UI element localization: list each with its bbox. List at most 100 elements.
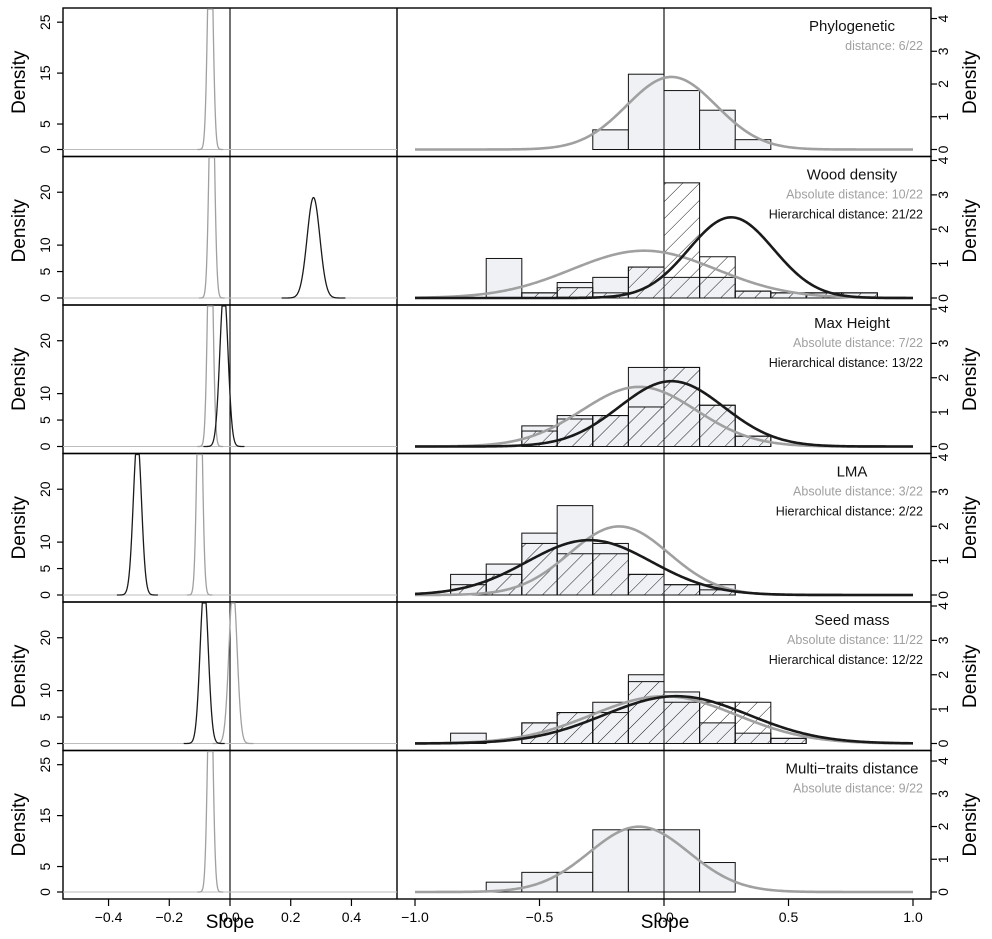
- hist-bar-hierarchical: [627, 573, 665, 596]
- hist-bar-absolute: [485, 257, 523, 299]
- right-y-tick-label: 1: [935, 557, 951, 565]
- right-y-tick-label: 2: [935, 225, 951, 233]
- right-y-axis-title: Density: [960, 793, 981, 857]
- left-y-tick-label: 10: [37, 237, 53, 253]
- left-y-tick-label: 10: [37, 386, 53, 402]
- right-y-tick-label: 2: [935, 822, 951, 830]
- hist-bar-hierarchical: [663, 701, 701, 744]
- panel-frame: [62, 304, 932, 455]
- left-y-tick-label: 10: [37, 534, 53, 550]
- legend-absolute: Absolute distance: 3/22: [793, 485, 923, 499]
- legend-absolute: Absolute distance: 7/22: [793, 336, 923, 350]
- hist-bar-hierarchical: [627, 406, 665, 447]
- left-y-tick-label: 5: [37, 862, 53, 870]
- left-y-tick-label: 25: [37, 14, 53, 30]
- panel-0: 0 5 15 25 Density 0 1 2 3 4 Density Phylogenetic dis…: [9, 7, 981, 158]
- hist-bar-absolute: [699, 109, 736, 150]
- panel-3: 0 5 10 20 Density 0 1 2 3 4 Density LMA Absolute dis…: [9, 452, 981, 603]
- left-density-absolute: [186, 453, 213, 596]
- left-density-hierarchical: [203, 305, 245, 448]
- legend-absolute: Absolute distance: 9/22: [793, 782, 923, 796]
- right-y-tick-label: 3: [935, 790, 951, 798]
- left-y-tick-label: 5: [37, 416, 53, 424]
- right-y-tick-label: 2: [935, 671, 951, 679]
- panel-4: 0 5 10 20 Density 0 1 2 3 4 Density Seed mass Absolu…: [9, 601, 981, 752]
- hist-bar-absolute: [663, 90, 701, 150]
- hist-bar-hierarchical: [734, 701, 772, 744]
- hist-bar-absolute: [663, 829, 701, 893]
- hist-bar-hierarchical: [663, 584, 701, 596]
- right-x-axis-title: Slope: [641, 912, 690, 933]
- right-x-tick-label: 1.0: [903, 909, 923, 925]
- legend-absolute: Absolute distance: 10/22: [786, 188, 923, 202]
- left-y-axis-title: Density: [9, 50, 30, 114]
- right-y-tick-label: 3: [935, 636, 951, 644]
- right-y-axis-title: Density: [960, 496, 981, 560]
- right-y-tick-label: 0: [935, 442, 951, 450]
- right-y-tick-label: 0: [935, 294, 951, 302]
- panel-title: Phylogenetic: [809, 18, 895, 35]
- right-y-tick-label: 3: [935, 191, 951, 199]
- right-density-hierarchical: [415, 379, 913, 448]
- right-y-axis-title: Density: [960, 50, 981, 114]
- hist-bar-hierarchical: [663, 182, 701, 299]
- right-density-absolute: [414, 249, 913, 300]
- left-density-absolute: [212, 602, 254, 745]
- right-y-tick-label: 0: [935, 739, 951, 747]
- left-y-tick-label: 25: [37, 757, 53, 773]
- left-y-axis-title: Density: [9, 793, 30, 857]
- right-density-hierarchical: [415, 694, 914, 745]
- hist-bar-hierarchical: [627, 681, 665, 744]
- panel-title: Seed mass: [814, 612, 889, 629]
- right-y-tick-label: 1: [935, 408, 951, 416]
- right-y-tick-label: 3: [935, 47, 951, 55]
- legend-hierarchical: Hierarchical distance: 12/22: [769, 653, 923, 667]
- panel-title: LMA: [837, 464, 868, 481]
- right-y-tick-label: 3: [935, 488, 951, 496]
- hist-bar-hierarchical: [521, 542, 558, 596]
- left-y-tick-label: 5: [37, 267, 53, 275]
- right-y-tick-label: 4: [935, 305, 951, 313]
- hist-bar-absolute: [699, 862, 736, 893]
- left-y-tick-label: 5: [37, 120, 53, 128]
- right-x-tick-label: −0.5: [526, 909, 554, 925]
- left-y-tick-label: 5: [37, 713, 53, 721]
- left-y-tick-label: 20: [37, 630, 53, 646]
- right-y-axis-title: Density: [960, 199, 981, 263]
- left-y-tick-label: 0: [37, 888, 53, 896]
- hist-bar-absolute: [627, 829, 665, 893]
- right-y-tick-label: 1: [935, 705, 951, 713]
- hist-bar-hierarchical: [734, 290, 772, 299]
- right-density-absolute: [415, 825, 913, 894]
- right-y-tick-label: 1: [935, 855, 951, 863]
- left-y-axis-title: Density: [9, 496, 30, 560]
- right-y-tick-label: 0: [935, 145, 951, 153]
- hist-bar-hierarchical: [770, 737, 807, 744]
- left-y-tick-label: 0: [37, 294, 53, 302]
- panel-2: 0 5 10 20 Density 0 1 2 3 4 Density Max Height Absol…: [9, 304, 981, 455]
- hist-bar-absolute: [627, 73, 665, 150]
- hist-bar-hierarchical: [592, 415, 629, 447]
- right-y-tick-label: 4: [935, 757, 951, 765]
- right-y-tick-label: 1: [935, 113, 951, 121]
- right-y-tick-label: 4: [935, 453, 951, 461]
- left-y-tick-label: 20: [37, 333, 53, 349]
- panel-5: 0 5 15 25 Density 0 1 2 3 4 Density Multi−traits di…: [9, 749, 981, 900]
- panel-1: 0 5 10 20 Density 0 1 2 3 4 Density Wood density Abs…: [9, 155, 981, 306]
- left-x-tick-label: 0.2: [281, 909, 301, 925]
- right-y-tick-label: 2: [935, 374, 951, 382]
- hist-bar-hierarchical: [592, 553, 629, 596]
- right-density-absolute: [415, 75, 913, 151]
- right-y-tick-label: 2: [935, 522, 951, 530]
- right-y-tick-label: 0: [935, 888, 951, 896]
- right-y-tick-label: 0: [935, 591, 951, 599]
- left-density-absolute: [197, 305, 224, 448]
- hist-bar-absolute: [592, 829, 629, 893]
- hist-bar-absolute: [556, 871, 594, 893]
- left-y-tick-label: 0: [37, 145, 53, 153]
- legend-hierarchical: Hierarchical distance: 13/22: [769, 356, 923, 370]
- right-y-tick-label: 3: [935, 339, 951, 347]
- left-density-absolute: [197, 750, 224, 893]
